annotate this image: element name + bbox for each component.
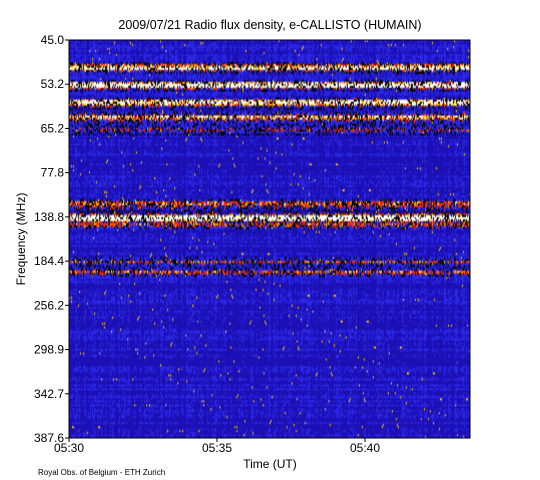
y-tick-label: 45.0	[41, 33, 65, 47]
x-tick-label: 05:35	[202, 441, 232, 455]
y-tick-label: 387.6	[34, 431, 64, 445]
plot-frame	[68, 39, 471, 439]
y-axis: 45.0 53.2 65.2 77.8 138.8 184.4 256.2 298.9 342.…	[34, 33, 69, 445]
y-tick-label: 138.8	[34, 210, 64, 224]
y-axis-label: Frequency (MHz)	[14, 193, 28, 286]
plot-area	[69, 40, 470, 438]
spectrogram-image	[69, 40, 470, 438]
x-axis: 05:30 05:35 05:40	[54, 438, 380, 455]
chart-title: 2009/07/21 Radio flux density, e-CALLIST…	[118, 18, 421, 32]
credit-text: Royal Obs. of Belgium - ETH Zurich	[38, 468, 165, 477]
y-tick-label: 184.4	[34, 254, 64, 268]
y-tick-label: 298.9	[34, 343, 64, 357]
y-tick-label: 65.2	[41, 121, 65, 135]
x-tick-label: 05:30	[54, 441, 84, 455]
x-tick-label: 05:40	[350, 441, 380, 455]
x-axis-label: Time (UT)	[243, 457, 297, 471]
y-tick-label: 342.7	[34, 387, 64, 401]
y-tick-label: 77.8	[41, 166, 65, 180]
y-tick-label: 53.2	[41, 77, 65, 91]
y-tick-label: 256.2	[34, 298, 64, 312]
